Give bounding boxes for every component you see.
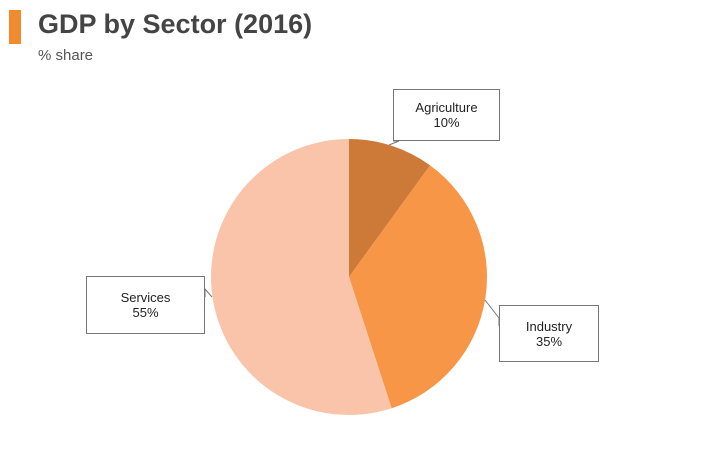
slice-label-industry-name: Industry	[525, 318, 573, 334]
slice-label-services-value: 55%	[132, 305, 159, 320]
pie-slice-industry	[349, 165, 487, 409]
leader-line-agriculture	[388, 140, 400, 146]
chart-title: GDP by Sector (2016)	[38, 9, 313, 39]
pie-slice-services	[211, 139, 392, 415]
slice-label-agriculture: Agriculture 10%	[393, 89, 500, 141]
slice-label-industry-value: 35%	[535, 333, 563, 349]
leader-line-industry	[484, 299, 500, 326]
leader-line-services	[204, 287, 213, 298]
chart-subtitle: % share	[38, 47, 94, 64]
slice-label-industry: Industry 35%	[499, 305, 599, 362]
pie-slices	[211, 139, 487, 415]
slice-label-services-name: Services	[120, 290, 171, 305]
pie-slice-agriculture	[349, 139, 431, 277]
slice-label-services: Services 55%	[86, 276, 205, 334]
slice-label-agriculture-value: 10%	[433, 115, 460, 130]
title-accent-bar	[9, 10, 21, 44]
slice-label-agriculture-name: Agriculture	[415, 100, 478, 115]
